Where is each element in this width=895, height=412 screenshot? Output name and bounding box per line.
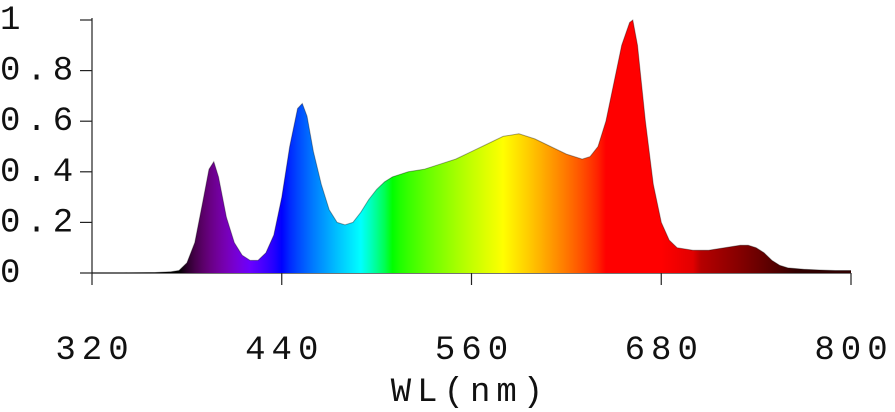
x-tick-label: 800 (814, 332, 893, 370)
y-tick-label: 0.2 (0, 204, 79, 242)
y-tick-label: 0.8 (0, 53, 79, 91)
x-axis-label: WL(nm) (391, 374, 549, 412)
x-tick-label: 680 (625, 332, 704, 370)
x-tick-label: 320 (55, 332, 134, 370)
y-tick-label: 0.4 (0, 154, 79, 192)
x-tick-label: 440 (245, 332, 324, 370)
y-tick-label: 1 (0, 2, 26, 40)
spectrum-area (92, 20, 851, 273)
y-tick-label: 0 (0, 255, 26, 293)
y-tick-label: 0.6 (0, 103, 79, 141)
x-tick-label: 560 (435, 332, 514, 370)
spectrum-line (92, 19, 851, 274)
